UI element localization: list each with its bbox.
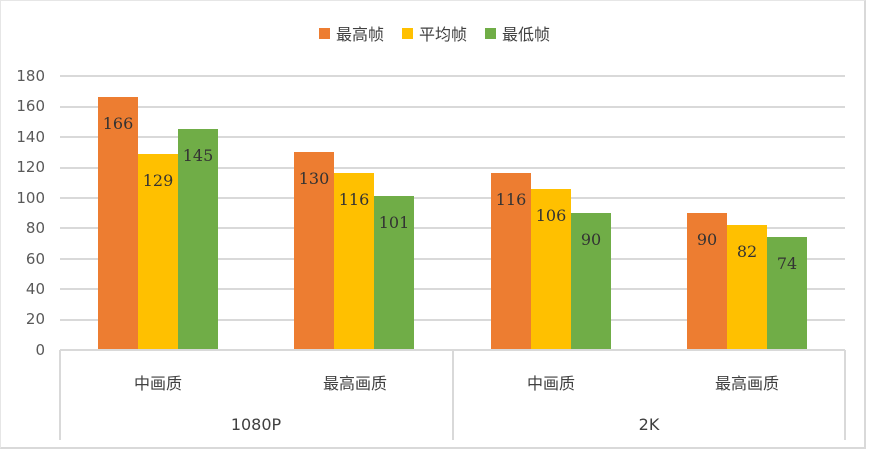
y-tick-label: 100	[16, 189, 45, 207]
legend-swatch-orange	[318, 27, 330, 39]
bar-value-label: 106	[535, 205, 567, 225]
bar	[531, 188, 571, 350]
y-tick-label: 60	[25, 250, 45, 268]
bar	[138, 153, 178, 350]
bar	[374, 196, 414, 350]
y-tick-label: 140	[16, 128, 45, 146]
legend-swatch-green	[485, 27, 496, 39]
y-tick-label: 160	[16, 97, 45, 115]
group-label: 1080P	[230, 415, 282, 434]
legend: 最高帧 平均帧 最低帧	[0, 21, 869, 45]
bar-value-label: 101	[378, 213, 410, 233]
x-axis-divider-mid	[452, 350, 454, 440]
legend-label: 平均帧	[418, 25, 467, 44]
legend-item-avg-fps: 平均帧	[401, 21, 467, 45]
gridline	[60, 319, 845, 321]
bar	[178, 129, 218, 350]
bar	[98, 97, 138, 350]
bar-value-label: 90	[580, 230, 602, 249]
group-label: 2K	[638, 415, 660, 434]
gridline	[60, 136, 845, 138]
y-tick-label: 80	[25, 219, 45, 237]
bar	[294, 152, 334, 350]
legend-label: 最低帧	[502, 25, 551, 44]
bar	[767, 237, 807, 350]
y-tick-label: 40	[25, 280, 45, 298]
legend-item-max-fps: 最高帧	[318, 21, 384, 45]
bar-value-label: 74	[776, 254, 798, 274]
legend-swatch-yellow	[401, 27, 413, 39]
y-tick-label: 120	[16, 158, 45, 176]
bar-value-label: 166	[102, 114, 134, 134]
gridline	[60, 258, 845, 260]
category-label: 中画质	[526, 374, 575, 393]
y-tick-label: 20	[25, 310, 45, 328]
bar-value-label: 116	[495, 190, 527, 210]
gridline	[60, 106, 845, 108]
y-tick-label: 0	[35, 341, 45, 359]
bar	[727, 225, 767, 350]
bar-value-label: 90	[696, 230, 718, 249]
bar-value-label: 130	[298, 169, 330, 189]
bar-value-label: 145	[182, 146, 214, 166]
bar-value-label: 129	[142, 170, 174, 190]
bar-value-label: 82	[736, 242, 758, 262]
gridline	[60, 197, 845, 199]
gridline	[60, 288, 845, 290]
bar	[491, 173, 531, 350]
bar	[571, 213, 611, 350]
category-label: 中画质	[133, 374, 182, 393]
bar	[334, 173, 374, 350]
bar-value-label: 116	[338, 190, 370, 210]
x-axis-divider-right	[844, 350, 846, 440]
gridline	[60, 167, 845, 169]
x-axis-divider-left	[59, 350, 61, 440]
category-label: 最高画质	[322, 374, 387, 393]
bar	[687, 213, 727, 350]
legend-label: 最高帧	[335, 25, 384, 44]
gridline	[60, 75, 845, 77]
gridline	[60, 227, 845, 229]
category-label: 最高画质	[714, 374, 779, 393]
legend-item-min-fps: 最低帧	[485, 21, 550, 45]
y-tick-label: 180	[16, 67, 45, 85]
